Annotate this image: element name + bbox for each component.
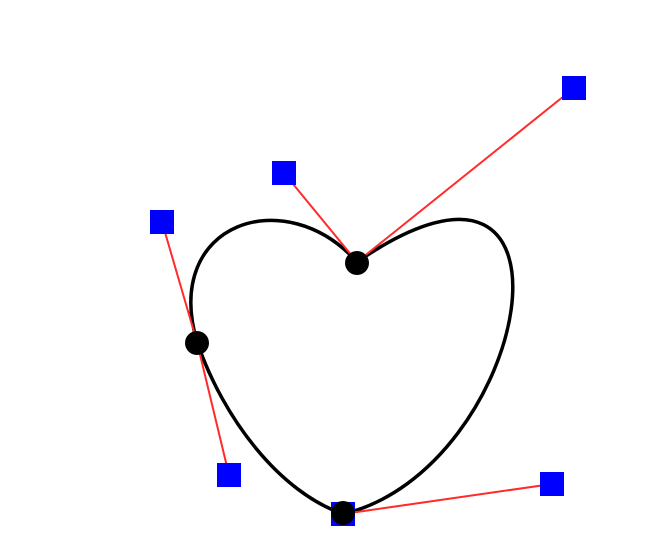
anchor-point-top[interactable] [345, 251, 369, 275]
control-handle-top-left[interactable] [272, 161, 296, 185]
anchor-point-left[interactable] [185, 331, 209, 355]
handle-line-top-right [356, 87, 575, 263]
control-handles[interactable] [150, 76, 586, 526]
control-handle-left-lower[interactable] [217, 463, 241, 487]
control-handle-left-upper[interactable] [150, 210, 174, 234]
handle-line-top-left [283, 172, 358, 263]
anchor-point-bottom[interactable] [331, 501, 355, 525]
handle-lines [161, 87, 575, 515]
control-handle-top-right[interactable] [562, 76, 586, 100]
handle-line-left-lower [196, 341, 230, 476]
handle-line-left-upper [161, 221, 198, 343]
anchor-points[interactable] [185, 251, 369, 525]
control-handle-bottom-right[interactable] [540, 472, 564, 496]
bezier-curve-path[interactable] [189, 217, 515, 516]
handle-line-bottom-right [342, 483, 553, 515]
